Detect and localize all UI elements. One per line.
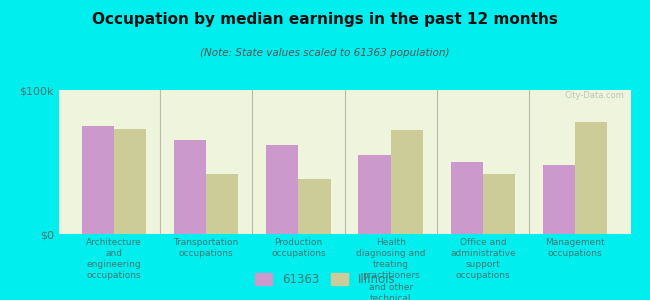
Bar [266,145,298,234]
Bar [450,162,483,234]
Text: (Note: State values scaled to 61363 population): (Note: State values scaled to 61363 popu… [200,48,450,58]
Bar [358,155,391,234]
Bar [114,129,146,234]
Bar [206,173,239,234]
Bar [298,179,331,234]
Bar [483,173,515,234]
Bar [575,122,608,234]
Bar [81,126,114,234]
Bar [391,130,423,234]
Bar [174,140,206,234]
Bar [543,165,575,234]
Text: City-Data.com: City-Data.com [565,92,625,100]
Legend: 61363, Illinois: 61363, Illinois [250,268,400,291]
Text: Occupation by median earnings in the past 12 months: Occupation by median earnings in the pas… [92,12,558,27]
